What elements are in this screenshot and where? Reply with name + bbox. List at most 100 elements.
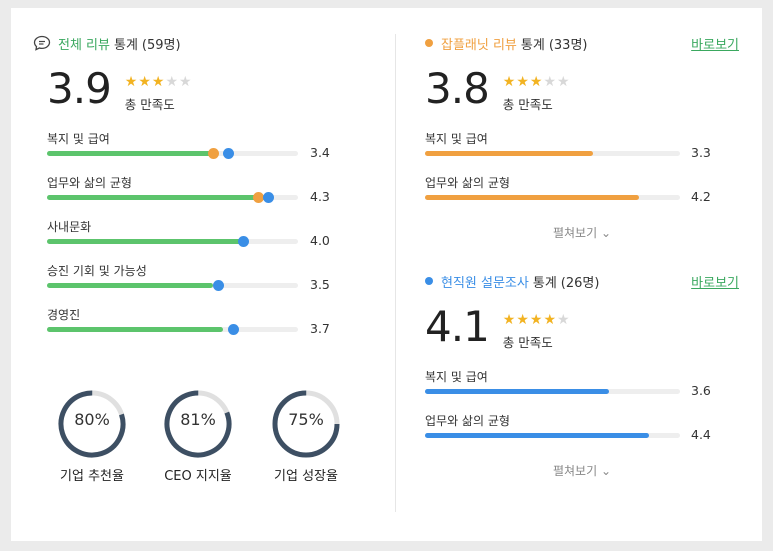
rating-bar-value: 4.0 <box>310 233 330 248</box>
star-icon: ★ <box>165 74 180 90</box>
rating-bar-value: 3.3 <box>691 145 711 160</box>
rating-bar-value: 3.5 <box>310 277 330 292</box>
rating-bar-label: 승진 기회 및 가능성 <box>47 264 147 278</box>
overall-header: 전체 리뷰 통계 (59명) <box>33 33 363 53</box>
rating-bar-fill <box>425 195 640 200</box>
rate-circle: 81% CEO 지지율 <box>153 388 243 484</box>
jobplanet-score: 3.8 <box>425 64 490 113</box>
employee-score-row: 4.1 ★★★★★ 총 만족도 <box>425 303 739 363</box>
overall-star-rating: ★★★★★ <box>125 74 193 90</box>
rate-circles: 80% 기업 추천율 81% CEO 지지율 75% 기업 성장율 <box>33 388 363 498</box>
star-icon: ★ <box>124 74 139 90</box>
rating-bar-item: 사내문화 4.0 <box>47 218 363 262</box>
overall-bars: 복지 및 급여 3.4 업무와 삶의 균형 4.3 사내문화 4.0 승진 기회 및 가능성… <box>47 130 363 350</box>
rating-bar-track <box>425 195 680 200</box>
star-icon: ★ <box>557 74 571 90</box>
rating-marker-dot <box>212 280 224 291</box>
employee-view-link[interactable]: 바로보기 <box>691 275 739 291</box>
company-review-stats-card: 전체 리뷰 통계 (59명) 3.9 ★★★★★ 총 만족도 복지 및 급여 3.… <box>11 8 762 541</box>
jobplanet-score-label: 총 만족도 <box>502 97 553 112</box>
star-icon: ★ <box>502 74 517 90</box>
employee-bars: 복지 및 급여 3.6 업무와 삶의 균형 4.4 <box>425 368 739 456</box>
jobplanet-expand-label: 펼쳐보기 <box>552 226 598 240</box>
rating-bar-track <box>47 192 298 203</box>
employee-survey-section: 현직원 설문조사 통계 (26명) 바로보기 4.1 ★★★★★ 총 만족도 복… <box>425 271 739 482</box>
employee-title: 현직원 설문조사 <box>441 275 529 291</box>
overall-count: (59명) <box>141 37 181 53</box>
rating-bar-label: 업무와 삶의 균형 <box>47 176 132 190</box>
jobplanet-bars: 복지 및 급여 3.3 업무와 삶의 균형 4.2 <box>425 130 739 218</box>
rating-bar-track <box>47 324 298 335</box>
rating-bar-value: 3.6 <box>691 383 711 398</box>
chat-bubble-icon <box>33 35 51 51</box>
rating-bar-fill <box>47 195 263 200</box>
rating-bar-fill <box>425 389 609 394</box>
employee-score: 4.1 <box>425 302 490 351</box>
jobplanet-view-link[interactable]: 바로보기 <box>691 37 739 53</box>
rating-bar-label: 사내문화 <box>47 220 92 234</box>
rating-bar-track <box>425 433 680 438</box>
donut-fill <box>272 390 340 458</box>
employee-header: 현직원 설문조사 통계 (26명) 바로보기 <box>425 271 739 291</box>
overall-stats-label: 통계 <box>113 37 138 53</box>
jobplanet-count: (33명) <box>548 37 588 53</box>
rating-bar-track <box>425 389 680 394</box>
star-icon: ★ <box>151 74 166 90</box>
rating-bar-value: 3.4 <box>310 145 330 160</box>
rating-bar-value: 4.4 <box>691 427 711 442</box>
employee-count: (26명) <box>560 275 600 291</box>
rating-bar-track <box>47 280 298 291</box>
rating-marker-dot <box>227 324 239 335</box>
rating-marker-dot <box>207 148 219 159</box>
star-icon: ★ <box>543 74 558 90</box>
rating-bar-fill <box>47 327 223 332</box>
rating-marker-dot <box>252 192 264 203</box>
rating-bar-item: 업무와 삶의 균형 4.4 <box>425 412 739 456</box>
rating-marker-dot <box>237 236 249 247</box>
star-icon: ★ <box>516 312 530 328</box>
overall-score-label: 총 만족도 <box>124 97 175 112</box>
jobplanet-stats-label: 통계 <box>520 37 545 53</box>
overall-score: 3.9 <box>47 64 112 113</box>
rating-bar-fill <box>425 151 594 156</box>
donut-ring <box>272 390 340 458</box>
employee-score-label: 총 만족도 <box>502 335 553 350</box>
jobplanet-star-rating: ★★★★★ <box>503 74 571 90</box>
rating-bar-fill <box>47 283 213 288</box>
rate-circle-percent: 81% <box>180 410 216 429</box>
jobplanet-expand-button[interactable]: 펼쳐보기 ⌄ <box>425 224 739 244</box>
rating-marker-dot <box>222 148 234 159</box>
rating-bar-track <box>425 151 680 156</box>
rating-bar-value: 4.2 <box>691 189 711 204</box>
rating-bar-value: 4.3 <box>310 189 330 204</box>
rating-bar-fill <box>47 239 243 244</box>
rating-marker-dot <box>262 192 274 203</box>
rating-bar-label: 복지 및 급여 <box>47 132 110 146</box>
overall-review-section: 전체 리뷰 통계 (59명) 3.9 ★★★★★ 총 만족도 복지 및 급여 3.… <box>33 33 363 350</box>
rate-circle: 80% 기업 추천율 <box>47 388 137 484</box>
jobplanet-score-row: 3.8 ★★★★★ 총 만족도 <box>425 65 739 125</box>
rating-bar-track <box>47 148 298 159</box>
rate-circle-label: 기업 성장율 <box>274 469 338 484</box>
star-icon: ★ <box>557 312 571 328</box>
rating-bar-fill <box>47 151 218 156</box>
star-icon: ★ <box>516 74 530 90</box>
rating-bar-item: 업무와 삶의 균형 4.3 <box>47 174 363 218</box>
rating-bar-label: 경영진 <box>47 308 81 322</box>
rating-bar-label: 업무와 삶의 균형 <box>425 176 510 190</box>
rating-bar-item: 승진 기회 및 가능성 3.5 <box>47 262 363 306</box>
rating-bar-label: 복지 및 급여 <box>425 370 488 384</box>
star-icon: ★ <box>543 312 558 328</box>
jobplanet-review-section: 잡플래닛 리뷰 통계 (33명) 바로보기 3.8 ★★★★★ 총 만족도 복지… <box>425 33 739 244</box>
jobplanet-title: 잡플래닛 리뷰 <box>441 37 517 53</box>
star-icon: ★ <box>502 312 517 328</box>
overall-score-row: 3.9 ★★★★★ 총 만족도 <box>47 65 363 125</box>
employee-expand-button[interactable]: 펼쳐보기 ⌄ <box>425 462 739 482</box>
employee-star-rating: ★★★★★ <box>503 312 571 328</box>
rate-circle: 75% 기업 성장율 <box>261 388 351 484</box>
rating-bar-item: 경영진 3.7 <box>47 306 363 350</box>
column-divider <box>395 34 396 512</box>
jobplanet-header: 잡플래닛 리뷰 통계 (33명) 바로보기 <box>425 33 739 53</box>
rating-bar-item: 복지 및 급여 3.3 <box>425 130 739 174</box>
donut-ring <box>164 390 232 458</box>
